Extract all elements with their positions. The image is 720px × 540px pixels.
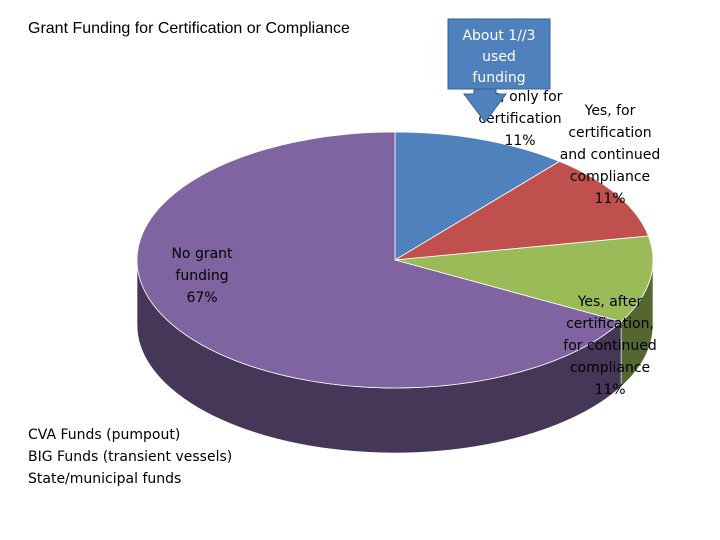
pie-slice-0 <box>394 131 561 261</box>
callout-line: used <box>482 49 516 65</box>
note-line: State/municipal funds <box>28 471 182 487</box>
note-line: CVA Funds (pumpout) <box>28 427 181 443</box>
pie-label-2: Yes, after certification, for continued com… <box>563 294 656 398</box>
callout-rect <box>447 18 551 90</box>
note-line: BIG Funds (transient vessels) <box>28 449 233 465</box>
callout-line: funding <box>472 70 525 86</box>
callout-line: About 1//3 <box>462 28 535 44</box>
callout-arrow <box>463 88 507 123</box>
funding-sources-notes: CVA Funds (pumpout) BIG Funds (transient… <box>28 424 232 490</box>
chart-title: Grant Funding for Certification or Compl… <box>28 20 350 37</box>
pie-label-1: Yes, for certification and continued compli… <box>560 103 661 207</box>
pie-slice-3 <box>136 131 622 389</box>
pie-labels: Yes, only for certification 11%Yes, for cer… <box>171 89 660 398</box>
pie-slice-1 <box>394 160 649 261</box>
pie-slice-2 <box>394 235 654 323</box>
pie-label-3: No grant funding 67% <box>171 246 233 306</box>
callout-box: About 1//3 used funding <box>447 18 551 123</box>
pie-top-faces <box>136 131 654 389</box>
